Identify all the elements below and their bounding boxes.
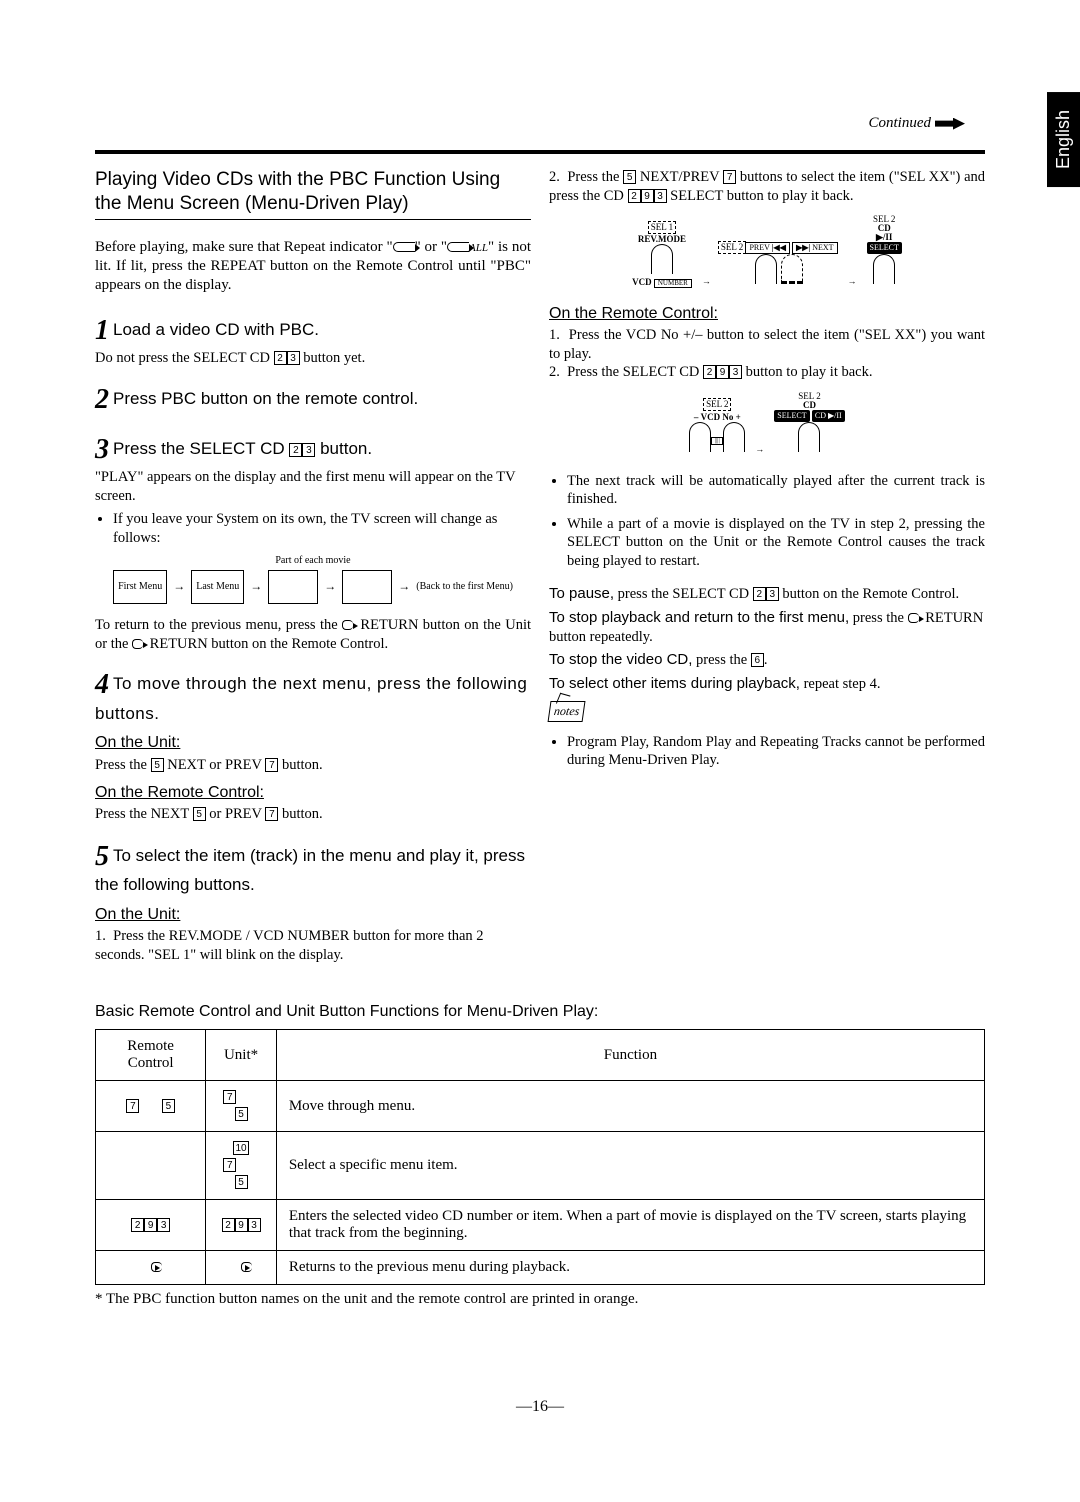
left-column: Playing Video CDs with the PBC Function … — [95, 168, 531, 979]
return-icon — [132, 639, 146, 649]
step-3: 3Press the SELECT CD 23 button. "PLAY" a… — [95, 432, 531, 653]
flow-diagram: Part of each movie First Menu→ Last Menu… — [95, 555, 531, 604]
repeat-icon — [393, 242, 415, 252]
step-4: 4To move through the next menu, press th… — [95, 667, 531, 824]
right-column: 2. Press the 5 NEXT/PREV 7 buttons to se… — [549, 168, 985, 979]
function-table: Remote ControlUnit*Function 7 5 7 5 Move… — [95, 1029, 985, 1285]
step-2: 2Press PBC button on the remote control. — [95, 382, 531, 418]
arrow-right-icon — [935, 118, 965, 130]
divider — [95, 150, 985, 154]
step-5: 5To select the item (track) in the menu … — [95, 839, 531, 966]
return-icon — [144, 1262, 158, 1272]
unit-diagram: SEL 1 REV.MODE VCD NUMBER → SEL 2 PREV |… — [549, 215, 985, 288]
intro-text: Before playing, make sure that Repeat in… — [95, 238, 531, 296]
page-number: —16— — [95, 1398, 985, 1416]
footnote: * The PBC function button names on the u… — [95, 1291, 985, 1308]
page: Continued Playing Video CDs with the PBC… — [0, 0, 1080, 1476]
table-title: Basic Remote Control and Unit Button Fun… — [95, 1003, 985, 1021]
section-title: Playing Video CDs with the PBC Function … — [95, 168, 531, 220]
repeat-all-icon — [447, 242, 469, 252]
return-icon — [342, 620, 356, 630]
remote-diagram: SEL 2 – VCD No + |||| → SEL 2 CD SELECT … — [549, 392, 985, 456]
continued-label: Continued — [869, 115, 966, 132]
notes-icon: notes — [547, 701, 585, 722]
step-1: 1Load a video CD with PBC. Do not press … — [95, 313, 531, 368]
return-icon — [908, 613, 922, 623]
return-icon — [234, 1262, 248, 1272]
